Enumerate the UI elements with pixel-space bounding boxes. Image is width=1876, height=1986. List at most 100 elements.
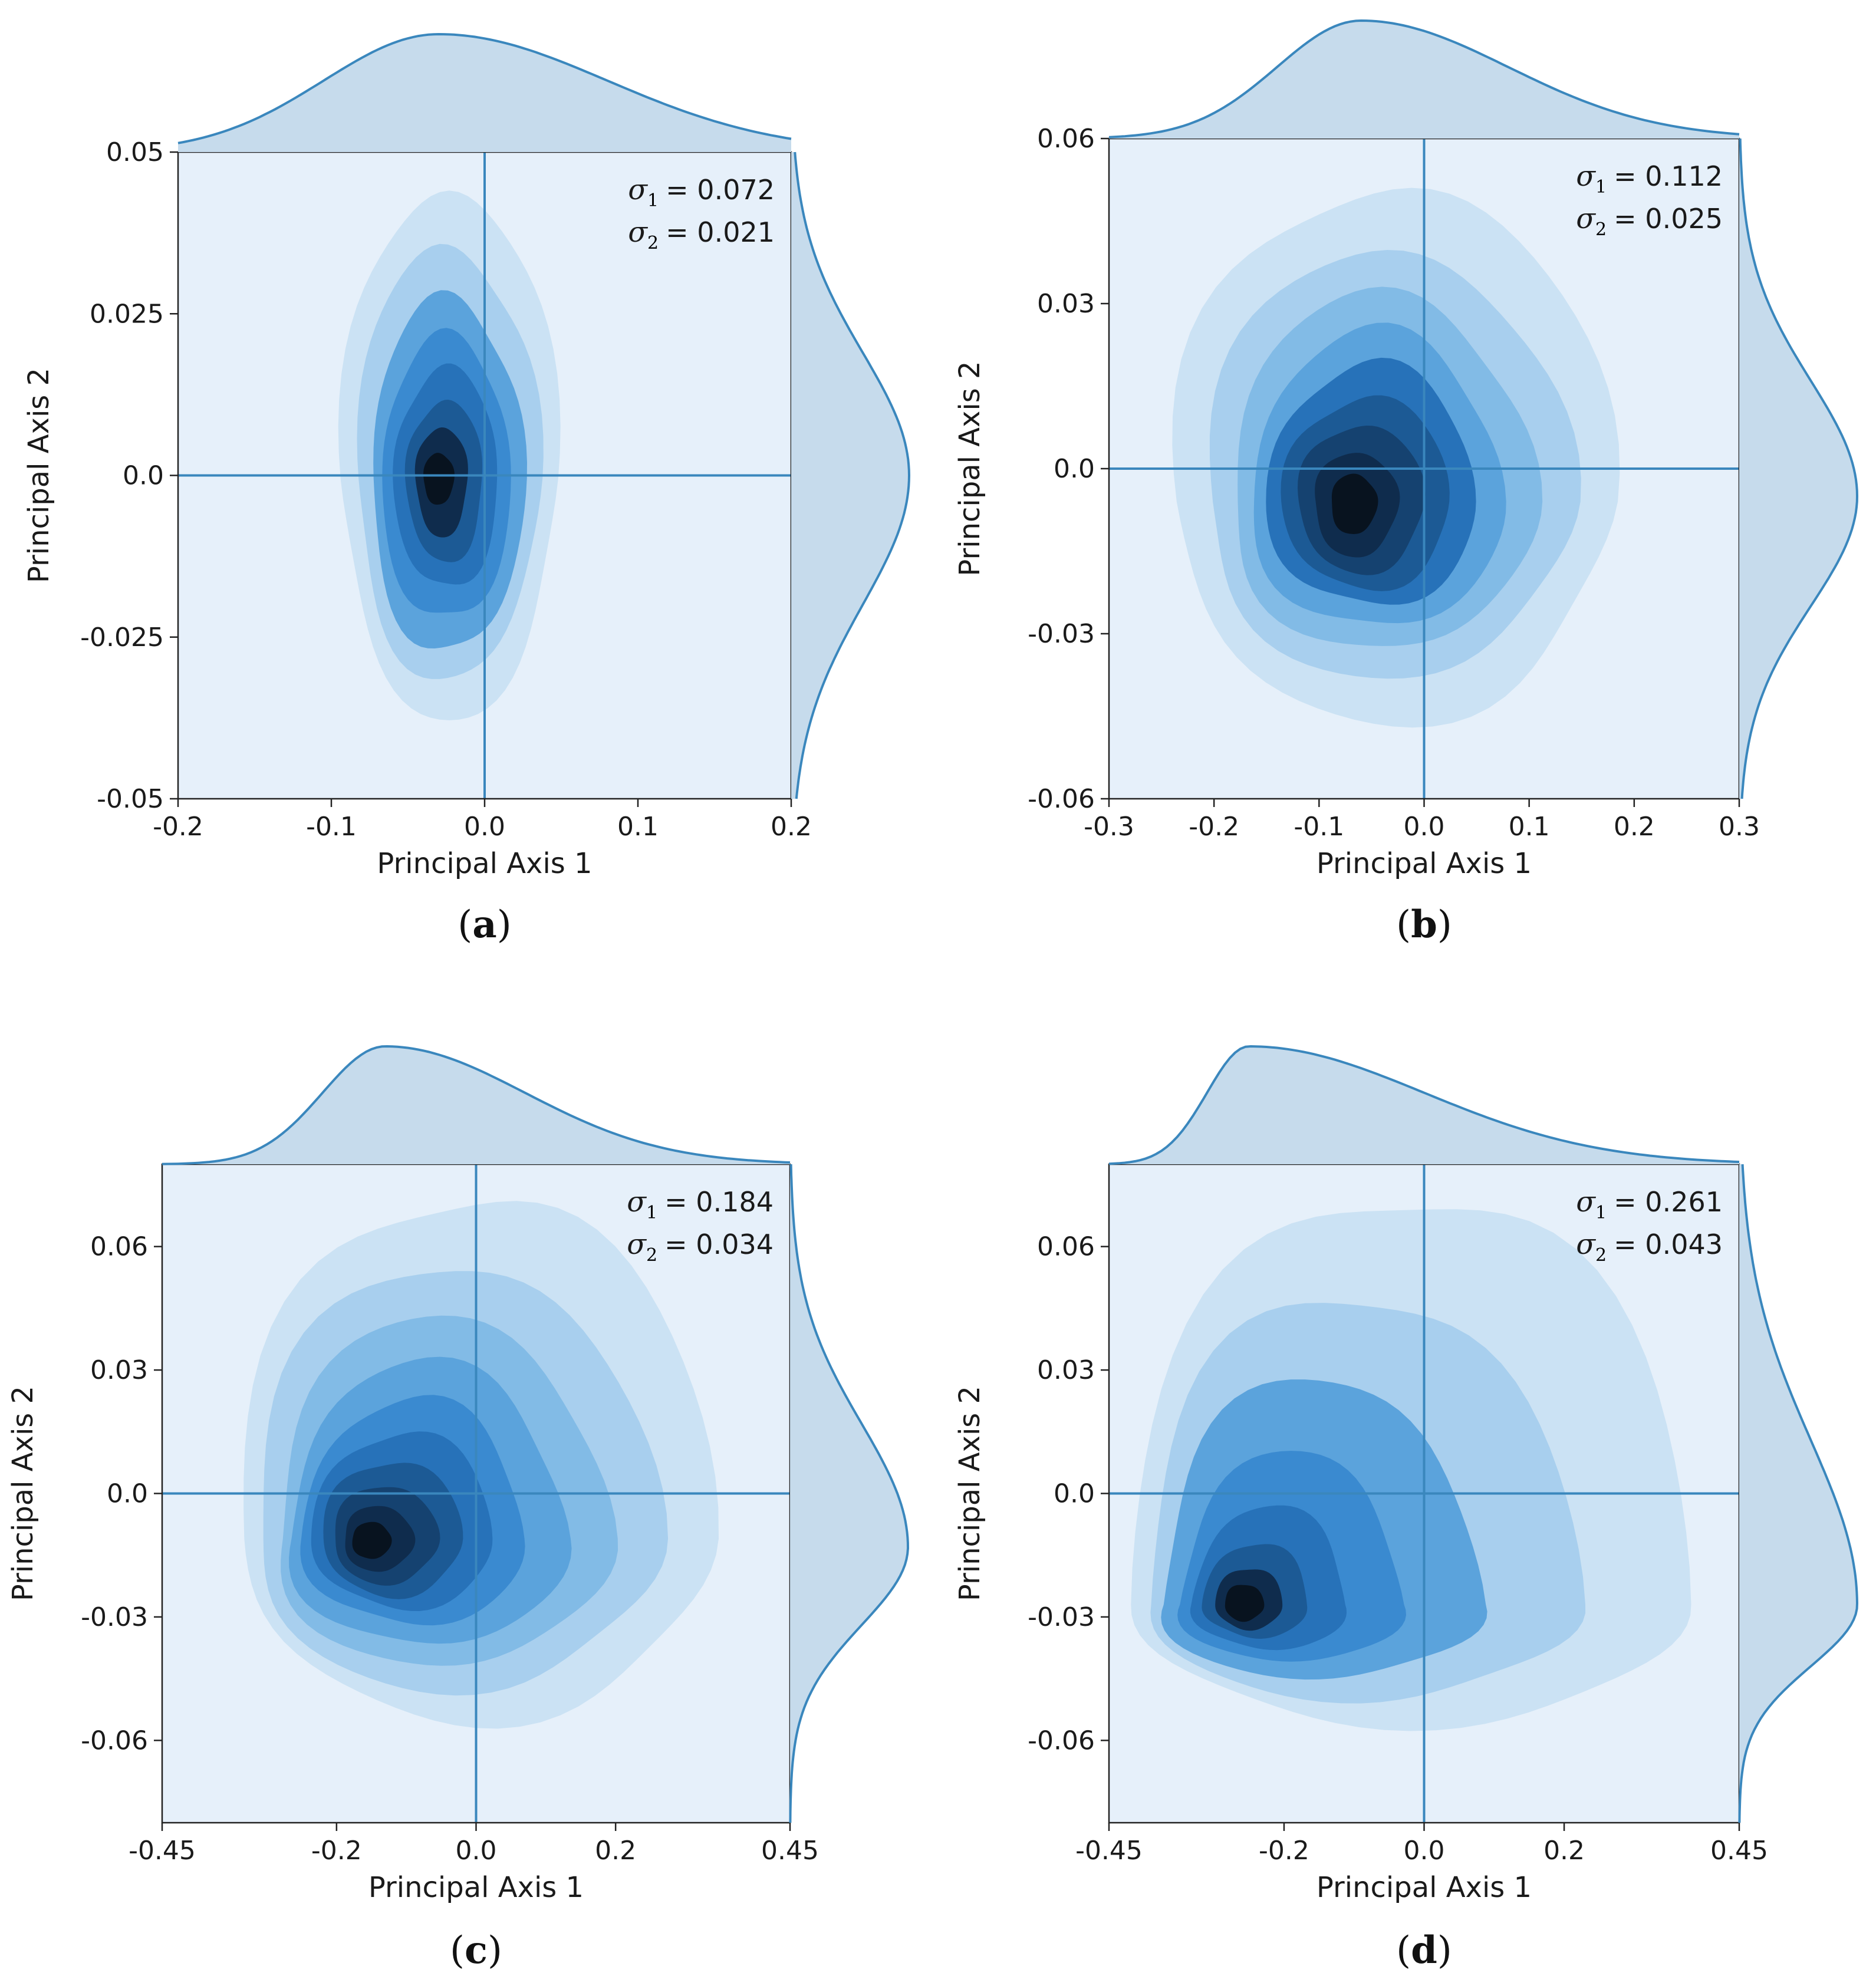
panel-d: -0.45 -0.2 0.0 0.2 0.45 -0.06 -0.03 0.0 0.03 0.06… xyxy=(953,1045,1859,1972)
y-tick-label: -0.03 xyxy=(1028,619,1095,649)
y-tick-label: 0.025 xyxy=(90,299,164,329)
density-level-9 xyxy=(1331,473,1378,534)
y-tick-label: -0.06 xyxy=(1028,784,1095,814)
marginal-x-fill xyxy=(178,34,791,152)
sigma-subscript: 1 xyxy=(1595,1203,1607,1223)
density-contours xyxy=(243,1201,719,1729)
x-tick-label: -0.45 xyxy=(1075,1836,1143,1866)
marginal-x-fill xyxy=(1109,1046,1739,1164)
x-tick-label: -0.2 xyxy=(153,812,203,842)
y-tick-label: -0.06 xyxy=(1028,1725,1095,1756)
x-tick-label: 0.0 xyxy=(1404,812,1445,842)
x-tick-label: -0.1 xyxy=(306,812,357,842)
y-tick-label: 0.03 xyxy=(90,1355,148,1385)
density-contours xyxy=(1172,187,1620,728)
density-level-10 xyxy=(352,1521,392,1559)
y-tick-label: -0.03 xyxy=(81,1602,148,1632)
sigma-1-annotation: σ1 = 0.072 xyxy=(628,173,775,211)
x-axis-label: Principal Axis 1 xyxy=(1317,1871,1532,1904)
x-tick-label: -0.2 xyxy=(1189,812,1239,842)
panel-b: -0.3 -0.2 -0.1 0.0 0.1 0.2 0.3 -0.06 -0.03 0.0 0.0… xyxy=(953,19,1859,947)
marginal-x-curve xyxy=(1108,19,1740,139)
sigma-symbol: σ xyxy=(1576,1228,1596,1261)
sigma-2-annotation: σ2 = 0.025 xyxy=(1576,202,1723,240)
y-tick-label: 0.05 xyxy=(106,137,164,167)
sigma-subscript: 1 xyxy=(1595,177,1607,197)
sigma-2-annotation: σ2 = 0.043 xyxy=(1576,1228,1723,1266)
sigma-2-annotation: σ2 = 0.021 xyxy=(628,216,775,253)
x-tick-label: 0.2 xyxy=(1614,812,1655,842)
sigma-value: = 0.261 xyxy=(1614,1186,1723,1218)
y-axis-label: Principal Axis 2 xyxy=(953,1386,986,1601)
sigma-symbol: σ xyxy=(628,173,648,206)
density-contours xyxy=(1131,1209,1691,1731)
density-level-8 xyxy=(1225,1585,1265,1622)
y-tick-label: 0.06 xyxy=(1037,124,1095,154)
y-axis-label: Principal Axis 2 xyxy=(6,1386,40,1601)
x-tick-label: 0.1 xyxy=(1509,812,1550,842)
x-axis-label: Principal Axis 1 xyxy=(1317,847,1532,880)
sigma-symbol: σ xyxy=(627,1185,647,1218)
marginal-x-fill xyxy=(162,1046,790,1164)
y-axis-label: Principal Axis 2 xyxy=(22,368,55,583)
marginal-y-fill xyxy=(1739,139,1857,799)
y-tick-label: -0.05 xyxy=(97,784,164,814)
y-tick-label: 0.06 xyxy=(90,1232,148,1262)
marginal-x-curve xyxy=(177,32,792,144)
sigma-subscript: 1 xyxy=(646,1203,657,1223)
sigma-subscript: 1 xyxy=(647,190,659,211)
y-tick-label: -0.025 xyxy=(80,623,164,653)
sigma-symbol: σ xyxy=(628,216,648,249)
sigma-2-annotation: σ2 = 0.034 xyxy=(627,1228,774,1266)
y-tick-label: 0.0 xyxy=(1054,454,1095,484)
marginal-x-curve xyxy=(162,1045,791,1165)
y-tick-label: 0.0 xyxy=(107,1479,148,1509)
panel-caption: (c) xyxy=(450,1928,502,1972)
y-tick-label: 0.06 xyxy=(1037,1232,1095,1262)
x-tick-label: -0.3 xyxy=(1084,812,1134,842)
panel-c: -0.45 -0.2 0.0 0.2 0.45 -0.06 -0.03 0.0 0.03 0.06… xyxy=(6,1045,910,1972)
y-tick-label: 0.03 xyxy=(1037,289,1095,319)
x-tick-label: -0.45 xyxy=(129,1836,196,1866)
marginal-x-curve xyxy=(1108,1045,1740,1165)
density-contours xyxy=(338,190,561,720)
sigma-symbol: σ xyxy=(1576,160,1596,193)
marginal-y-fill xyxy=(790,1164,908,1823)
y-tick-label: 0.03 xyxy=(1037,1355,1095,1385)
sigma-value: = 0.034 xyxy=(664,1229,774,1260)
x-tick-label: 0.2 xyxy=(1543,1836,1585,1866)
x-axis-label: Principal Axis 1 xyxy=(377,847,592,880)
y-axis-label: Principal Axis 2 xyxy=(953,361,986,576)
x-tick-label: 0.0 xyxy=(464,812,505,842)
marginal-y-fill xyxy=(1739,1164,1857,1823)
x-tick-label: -0.2 xyxy=(1259,1836,1309,1866)
x-tick-label: 0.0 xyxy=(456,1836,497,1866)
x-tick-label: 0.1 xyxy=(617,812,659,842)
marginal-y-curve xyxy=(1739,138,1859,799)
x-axis-label: Principal Axis 1 xyxy=(368,1871,584,1904)
x-tick-label: -0.1 xyxy=(1294,812,1344,842)
marginal-x-fill xyxy=(1109,21,1739,139)
sigma-value: = 0.021 xyxy=(666,216,775,248)
sigma-subscript: 2 xyxy=(1595,219,1607,240)
panel-caption: (a) xyxy=(458,903,511,947)
sigma-value: = 0.072 xyxy=(666,174,775,206)
sigma-symbol: σ xyxy=(1576,202,1596,235)
sigma-1-annotation: σ1 = 0.112 xyxy=(1576,160,1723,197)
sigma-subscript: 2 xyxy=(646,1245,657,1266)
x-tick-label: 0.2 xyxy=(595,1836,636,1866)
sigma-1-annotation: σ1 = 0.261 xyxy=(1576,1185,1723,1223)
marginal-y-fill xyxy=(791,152,909,799)
sigma-subscript: 2 xyxy=(1595,1245,1607,1266)
panel-a: -0.2 -0.1 0.0 0.1 0.2 -0.05 -0.025 0.0 0.025 0.05… xyxy=(22,32,911,947)
sigma-symbol: σ xyxy=(627,1228,647,1261)
y-tick-label: -0.03 xyxy=(1028,1602,1095,1632)
y-tick-label: 0.0 xyxy=(123,461,164,491)
panel-caption: (d) xyxy=(1396,1928,1452,1972)
panel-caption: (b) xyxy=(1396,903,1452,947)
marginal-y-curve xyxy=(789,1164,910,1823)
marginal-y-curve xyxy=(1738,1164,1859,1823)
x-tick-label: 0.45 xyxy=(761,1836,819,1866)
sigma-value: = 0.184 xyxy=(664,1186,774,1218)
